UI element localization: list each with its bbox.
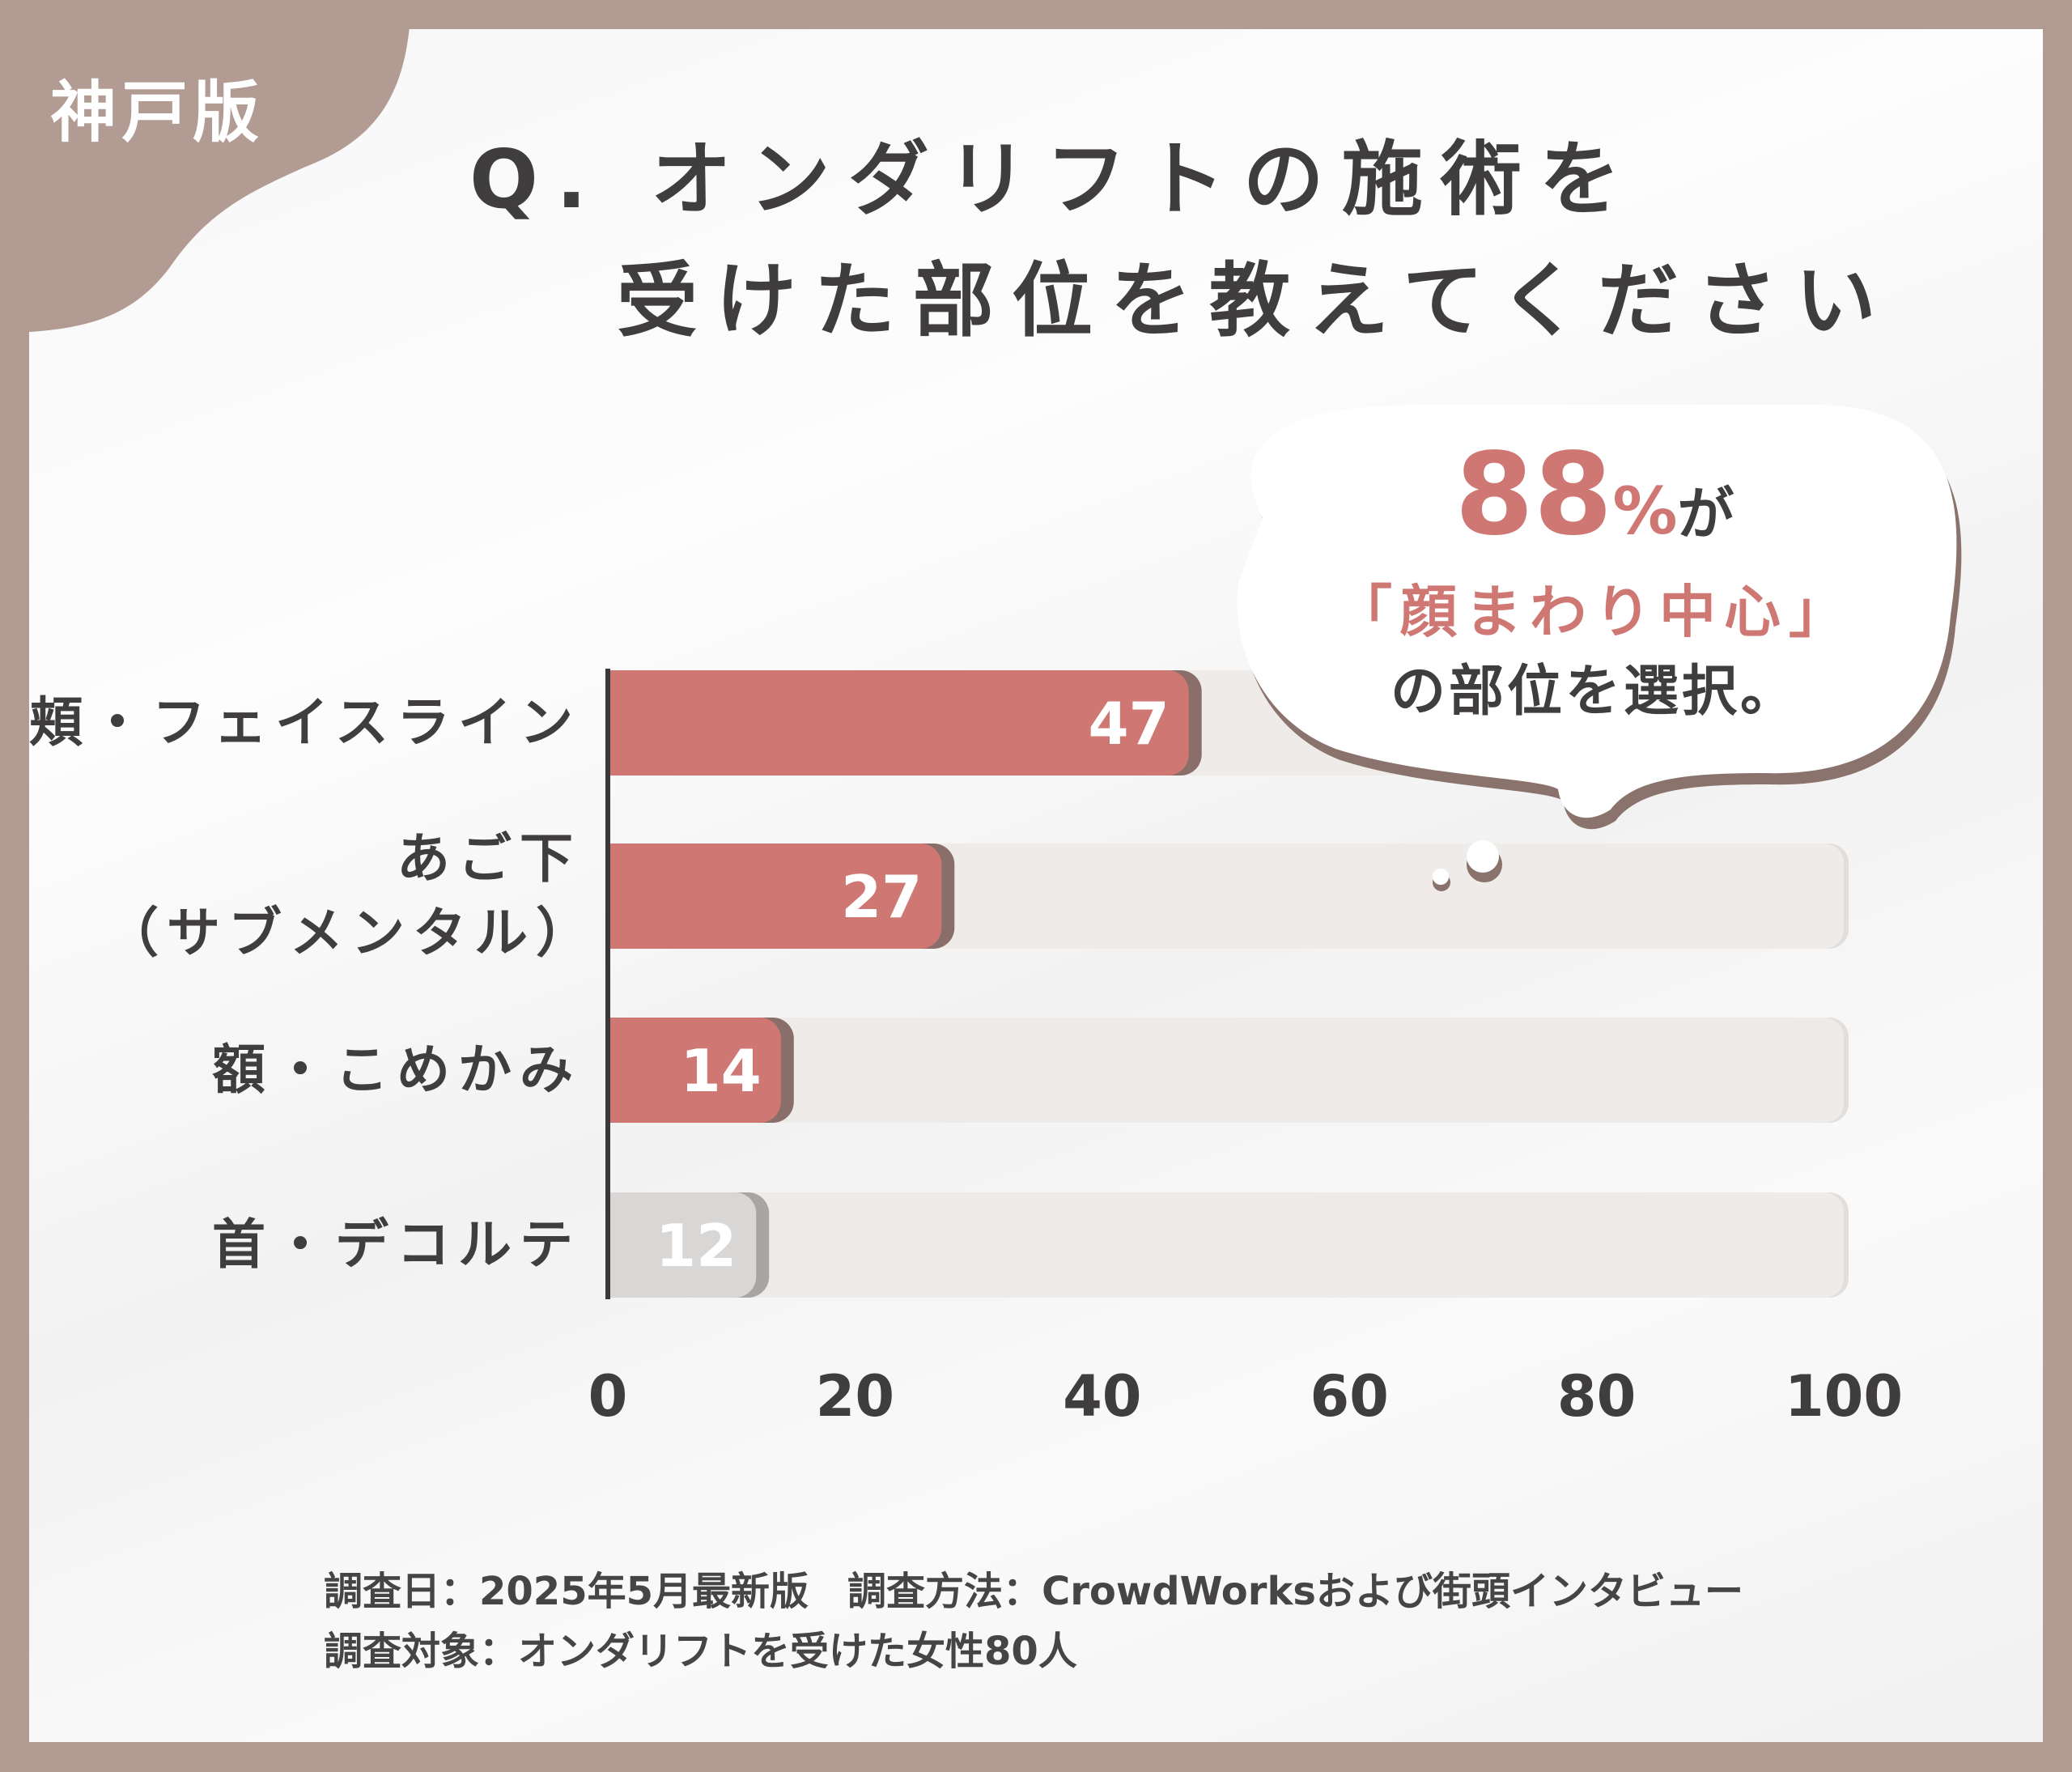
- callout-bubble: [1237, 405, 1962, 891]
- callout-percent: 88%が: [1236, 429, 1953, 561]
- bar: [608, 1192, 757, 1298]
- corner-decoration: [0, 0, 411, 332]
- callout-percent-sign: %: [1612, 474, 1678, 549]
- category-label-line: 首・デコルテ: [212, 1213, 581, 1276]
- bar: [608, 670, 1189, 776]
- x-tick-label: 40: [1063, 1363, 1142, 1430]
- callout-percent-value: 88: [1454, 429, 1613, 561]
- bar-track: [608, 1018, 1844, 1123]
- callout-suffix: が: [1677, 481, 1734, 547]
- edition-badge: 神戸版: [50, 74, 265, 151]
- footer-survey-target: 調査対象：オンダリフトを受けた女性80人: [324, 1629, 1077, 1674]
- bar-value-label: 14: [681, 1037, 762, 1105]
- x-tick-label: 60: [1310, 1363, 1389, 1430]
- footer-survey-info: 調査日：2025年5月最新版 調査方法：CrowdWorksおよび街頭インタビュ…: [324, 1569, 1743, 1614]
- x-tick-label: 0: [588, 1363, 628, 1430]
- category-label: 首・デコルテ: [212, 1208, 581, 1282]
- category-label-line: （サブメンタル）: [105, 902, 597, 964]
- bar-track: [608, 1192, 1844, 1298]
- x-tick-label: 80: [1556, 1363, 1637, 1430]
- category-label: 頬・フェイスライン: [29, 686, 581, 760]
- chart-title-line2: 受けた部位を教えてください: [617, 253, 1894, 348]
- bar-value-label: 12: [656, 1212, 737, 1280]
- category-label-line: 額・こめかみ: [212, 1039, 581, 1101]
- category-label: 額・こめかみ: [212, 1033, 581, 1107]
- category-label-line: あご下: [397, 827, 581, 890]
- category-label-line: 頬・フェイスライン: [28, 691, 581, 754]
- x-tick-label: 100: [1784, 1363, 1904, 1430]
- bar: [608, 1018, 781, 1123]
- x-tick-label: 20: [815, 1363, 895, 1430]
- category-label: あご下 （サブメンタル）: [105, 822, 589, 971]
- bar-value-label: 47: [1088, 690, 1169, 758]
- bar: [608, 844, 942, 949]
- callout-highlight: 「顔まわり中心」: [1335, 579, 1853, 645]
- chart-title-line1: Q. オンダリフトの施術を: [469, 132, 1638, 227]
- bar-value-label: 27: [841, 863, 922, 931]
- callout-text: の部位を選択。: [1390, 660, 1798, 724]
